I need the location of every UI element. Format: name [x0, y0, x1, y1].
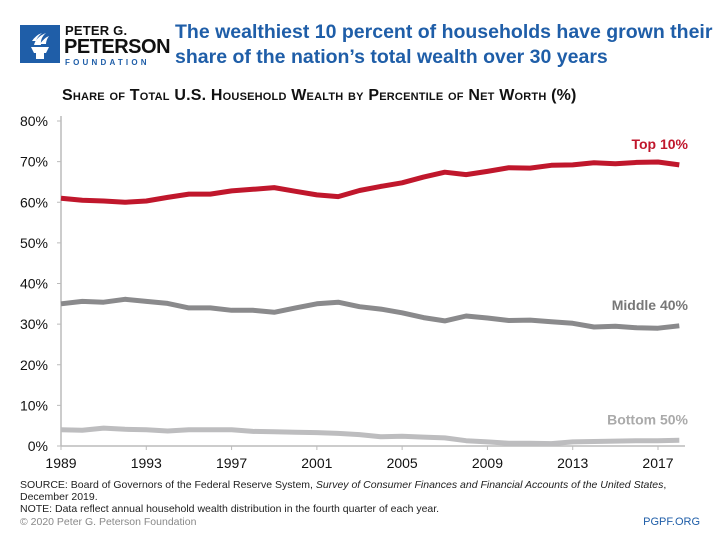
y-tick-label: 70%: [20, 154, 48, 170]
y-tick-label: 30%: [20, 316, 48, 332]
series-label-2: Bottom 50%: [607, 411, 688, 427]
series-line-1: [60, 296, 680, 331]
site-link[interactable]: PGPF.ORG: [643, 516, 700, 528]
logo-line1: PETER G.: [65, 23, 128, 38]
page-title: The wealthiest 10 percent of households …: [175, 21, 713, 68]
x-tick-label: 1993: [131, 455, 162, 471]
series-label-1: Middle 40%: [612, 297, 689, 313]
source-note: SOURCE: Board of Governors of the Federa…: [20, 479, 700, 503]
y-tick-label: 10%: [20, 397, 48, 413]
logo-line3: FOUNDATION: [65, 58, 150, 67]
x-tick-label: 2009: [472, 455, 503, 471]
series-line-2: [60, 425, 680, 447]
y-tick-label: 80%: [20, 113, 48, 129]
y-tick-label: 60%: [20, 194, 48, 210]
x-tick-label: 2017: [642, 455, 673, 471]
x-tick-label: 2001: [301, 455, 332, 471]
x-tick-label: 1989: [45, 455, 76, 471]
source-label: SOURCE:: [20, 479, 68, 491]
y-tick-label: 0%: [28, 438, 48, 454]
x-tick-label: 2005: [387, 455, 418, 471]
data-note: NOTE: Data reflect annual household weal…: [20, 503, 439, 515]
chart-title: Share of Total U.S. Household Wealth by …: [62, 87, 577, 104]
source-text: Board of Governors of the Federal Reserv…: [67, 479, 316, 491]
y-tick-label: 20%: [20, 357, 48, 373]
x-tick-label: 2013: [557, 455, 588, 471]
x-tick-label: 1997: [216, 455, 247, 471]
source-title: Survey of Consumer Finances and Financia…: [315, 479, 664, 491]
logo: PETER G. PETERSON FOUNDATION: [20, 23, 171, 67]
source-date: , December 2019.: [20, 479, 667, 503]
y-tick-label: 50%: [20, 235, 48, 251]
series-label-0: Top 10%: [631, 136, 688, 152]
series-line-0: [60, 159, 680, 205]
copyright: © 2020 Peter G. Peterson Foundation: [20, 516, 197, 528]
note-text: Data reflect annual household wealth dis…: [52, 503, 440, 515]
y-tick-label: 40%: [20, 276, 48, 292]
logo-line2: PETERSON: [64, 36, 171, 58]
torch-icon: [20, 25, 60, 63]
note-label: NOTE:: [20, 503, 53, 515]
